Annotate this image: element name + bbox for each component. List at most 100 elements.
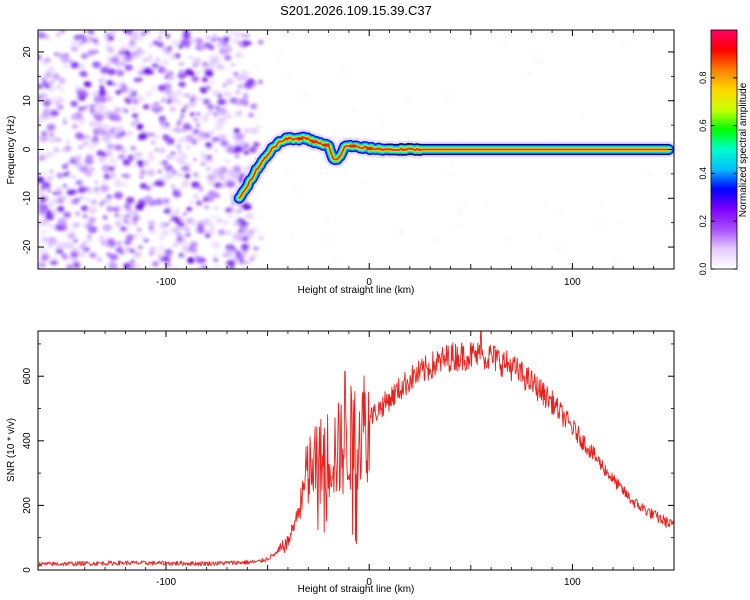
noise-speckle [183, 212, 187, 216]
noise-speckle [131, 106, 137, 112]
noise-speckle [106, 80, 114, 86]
noise-speckle [125, 248, 129, 251]
noise-speckle [168, 53, 177, 61]
noise-speckle [46, 179, 51, 182]
noise-speckle [213, 206, 219, 210]
snr-xtick-label: -100 [156, 577, 176, 588]
noise-speckle [234, 51, 244, 59]
noise-speckle [73, 35, 80, 41]
noise-speckle [78, 188, 85, 193]
noise-speckle [137, 70, 144, 75]
snr-ytick-label: 200 [22, 497, 33, 514]
noise-speckle [164, 76, 168, 79]
noise-speckle [98, 90, 107, 97]
noise-speckle [233, 72, 238, 76]
noise-speckle [52, 191, 57, 195]
noise-speckle [98, 104, 107, 111]
noise-speckle [58, 77, 66, 84]
noise-speckle [39, 135, 49, 143]
noise-speckle [188, 246, 193, 250]
noise-speckle [233, 176, 239, 181]
noise-speckle [91, 155, 96, 159]
noise-speckle [158, 161, 162, 164]
noise-speckle [189, 241, 198, 248]
noise-speckle [214, 124, 223, 131]
noise-speckle [147, 150, 155, 157]
colorbar-frame [710, 29, 738, 270]
noise-speckle [118, 108, 125, 114]
noise-speckle [108, 115, 113, 120]
noise-speckle [108, 172, 117, 179]
noise-speckle [113, 191, 124, 200]
noise-speckle [223, 42, 228, 46]
noise-speckle [56, 172, 64, 179]
noise-speckle [85, 238, 92, 244]
noise-speckle [41, 253, 50, 260]
noise-speckle [129, 95, 138, 103]
noise-speckle [74, 211, 81, 216]
noise-speckle [123, 30, 129, 34]
noise-speckle [176, 144, 182, 149]
noise-speckle [67, 58, 73, 63]
noise-speckle [66, 264, 75, 269]
noise-speckle [157, 84, 166, 92]
noise-speckle [60, 147, 68, 153]
noise-speckle [66, 188, 75, 196]
noise-speckle [181, 245, 190, 252]
noise-speckle [75, 96, 79, 100]
noise-speckle [63, 172, 67, 176]
noise-speckle [249, 230, 254, 234]
noise-speckle [40, 229, 48, 235]
noise-speckle [233, 31, 241, 38]
noise-speckle [234, 154, 240, 159]
noise-speckle [85, 135, 90, 139]
faint-speckle [616, 220, 620, 223]
snr-ytick-label: 0 [22, 567, 33, 573]
noise-speckle [199, 150, 206, 156]
noise-speckle [92, 61, 101, 69]
noise-speckle [195, 43, 205, 52]
noise-speckle [148, 246, 157, 253]
noise-speckle [161, 45, 165, 49]
colorbar-tick-label: 0.4 [698, 167, 708, 180]
noise-speckle [239, 74, 249, 82]
noise-speckle [89, 136, 93, 140]
noise-speckle [88, 121, 96, 127]
noise-speckle [198, 96, 204, 101]
snr-ytick-label: 400 [22, 432, 33, 449]
faint-speckle [248, 202, 252, 205]
noise-speckle [192, 117, 199, 123]
noise-speckle [215, 63, 225, 71]
noise-speckle [140, 234, 146, 240]
noise-speckle [119, 173, 123, 176]
noise-speckle [64, 241, 74, 249]
noise-speckle [127, 42, 137, 49]
noise-speckle [240, 33, 245, 37]
noise-speckle [112, 83, 117, 87]
noise-speckle [87, 225, 98, 234]
noise-speckle [123, 173, 131, 179]
noise-speckle [206, 229, 211, 234]
noise-speckle [220, 140, 229, 147]
noise-speckle [58, 193, 63, 197]
noise-speckle [109, 253, 119, 261]
noise-speckle [258, 80, 263, 84]
noise-speckle [88, 216, 96, 223]
noise-speckle [214, 105, 220, 111]
snr-chart: -100 0 100 0 200 400 600 Height of straight li… [6, 330, 675, 595]
noise-speckle [70, 61, 80, 69]
noise-speckle [70, 251, 79, 258]
noise-speckle [80, 205, 89, 212]
noise-speckle [71, 41, 75, 45]
noise-speckle [133, 164, 137, 167]
noise-speckle [147, 169, 156, 176]
noise-speckle [212, 59, 218, 64]
noise-speckle [124, 64, 133, 71]
noise-speckle [244, 243, 248, 247]
noise-speckle [109, 158, 117, 164]
noise-speckle [219, 117, 224, 120]
noise-speckle [222, 112, 232, 120]
noise-speckle [87, 30, 94, 35]
noise-speckle [78, 168, 82, 171]
noise-speckle [139, 175, 144, 179]
